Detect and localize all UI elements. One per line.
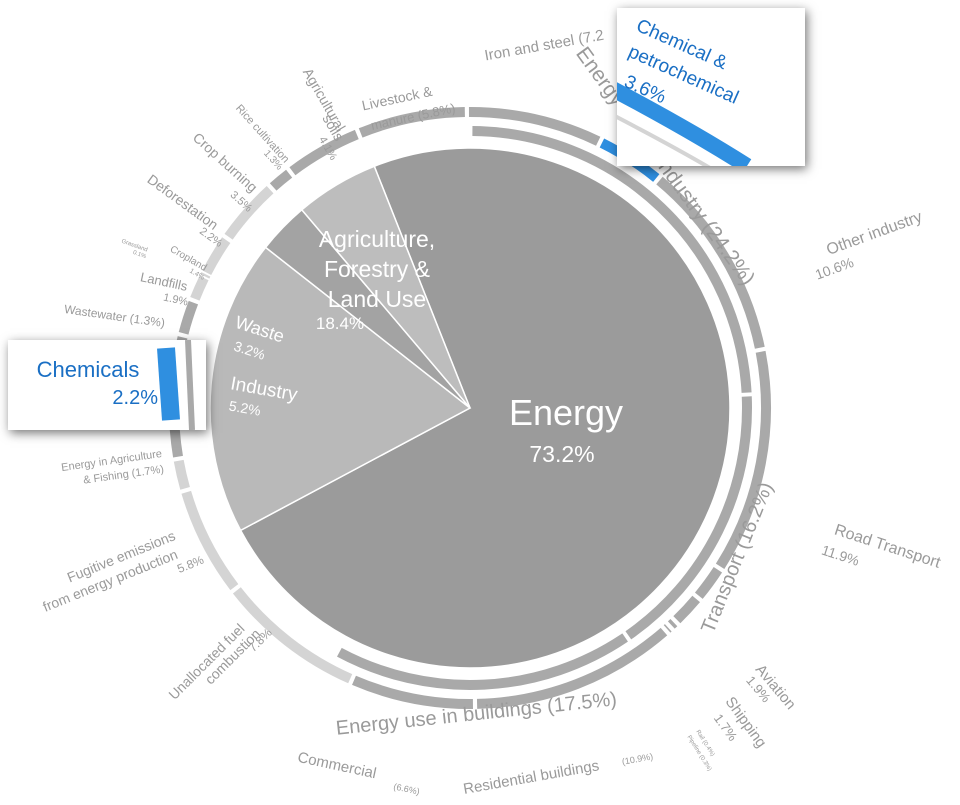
outer-value-other-industry: 10.6% [813,254,856,283]
inner-ring-energy-use-in-industry-24-2 [472,126,752,393]
outer-ring-pipeline [663,624,672,633]
outer-ring-other-industry [656,176,765,349]
outer-ring-crop-burning [224,186,274,240]
outer-label-residential: Residential buildings [462,757,600,798]
outer-label-cropland: Cropland [168,244,209,274]
outer-value-commercial: (6.6%) [393,781,421,796]
chemicals-zoom-ring [185,340,195,430]
outer-ring-residential-buildings [476,627,668,709]
petrochemical-zoom-inset: Chemical & petrochemical 3.6% [617,8,805,166]
petrochemical-zoom-ring [617,114,711,166]
chemicals-zoom-value: 2.2% [112,387,158,409]
outer-ring-agricultural-soils [289,129,359,176]
outer-ring-unallocated-fuel-combustion [232,587,353,684]
chemicals-zoom-label: Chemicals [37,357,140,382]
pie-label-agriculture-line-2: Forestry & [324,256,430,282]
pie-slice-industry [300,165,471,409]
outer-ring-iron-and-steel [468,107,601,146]
outer-label-commercial: Commercial [296,749,378,782]
chemicals-zoom-inset: Chemicals 2.2% [8,340,206,430]
inner-ring-label-buildings: Energy use in buildings (17.5%) [335,688,618,739]
outer-label-wastewater: Wastewater (1.3%) [63,302,166,330]
chemicals-zoom-graphic: Chemicals 2.2% [37,340,195,430]
inner-ring-energy-use-in-buildings-17-5 [337,633,628,690]
chemicals-zoom-arc [157,347,180,421]
outer-label-deforestation: Deforestation [145,171,222,233]
outer-value-residential: (10.9%) [621,751,654,766]
pie-slice-agriculture-forestry-land-use [209,246,472,532]
pie-label-energy: Energy [509,392,623,433]
outer-value-road-transport: 11.9% [820,542,862,569]
outer-ring-fugitive-emissions-from-energy-production [181,490,239,591]
pie-value-agriculture: 18.4% [316,314,364,333]
inner-ring-transport-16-2 [625,396,752,640]
outer-label-other-industry: Other industry [824,209,924,259]
pie-value-industry: 5.2% [228,397,262,418]
outer-ring-cropland [190,275,209,301]
pie-slice-energy [239,147,731,669]
pie-value-energy: 73.2% [529,441,594,467]
outer-ring-commercial [352,675,473,709]
petrochemical-zoom-arc [617,82,752,166]
pie-label-agriculture-line-3: Land Use [328,286,426,312]
outer-ring-aviation [694,567,723,599]
pie-label-agriculture-line-1: Agriculture, [319,226,435,252]
outer-label-crop-burning: Crop burning [190,129,261,195]
outer-value-landfills: 1.9% [162,292,189,309]
outer-ring-rice-cultivation [269,169,293,191]
outer-value-fugitive: 5.8% [175,553,206,576]
outer-ring-rail [667,618,678,629]
outer-ring-energy-in-agriculture-fishing [173,459,190,490]
outer-ring-landfills [178,300,199,335]
outer-ring-deforestation [202,237,231,275]
outer-ring-livestock-manure [358,107,465,138]
outer-ring-grassland [200,272,211,279]
outer-ring-road-transport [715,350,771,569]
outer-label-landfills: Landfills [139,269,189,294]
outer-value-grassland: 0.1% [132,250,148,261]
outer-ring-shipping [673,595,701,624]
